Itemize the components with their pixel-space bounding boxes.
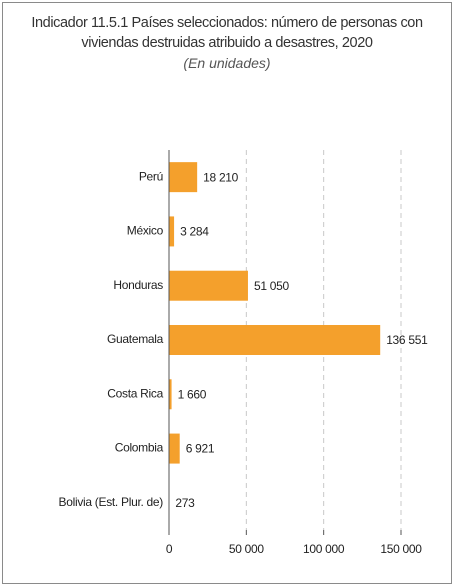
value-label: 6 921 [186,442,215,456]
y-tick-label: Honduras [113,278,163,292]
value-label: 18 210 [203,170,239,184]
chart-title: Indicador 11.5.1 Países seleccionados: n… [31,15,423,51]
x-tick-label: 0 [166,542,173,556]
value-label: 273 [175,496,195,510]
bar [169,270,248,301]
chart-frame: Indicador 11.5.1 Países seleccionados: n… [2,2,452,584]
y-tick-label: México [127,224,164,238]
y-tick-label: Colombia [115,441,164,455]
y-tick-label: Bolivia (Est. Plur. de) [59,495,164,509]
value-label: 136 551 [386,333,428,347]
x-tick-label: 150 000 [380,542,422,556]
x-tick-label: 50 000 [229,542,265,556]
value-label: 3 284 [180,225,209,239]
x-tick-label: 100 000 [303,542,345,556]
y-tick-label: Perú [139,169,163,183]
bar [169,216,175,247]
y-tick-label: Costa Rica [107,386,163,400]
value-label: 51 050 [254,279,290,293]
value-label: 1 660 [178,387,207,401]
chart-subtitle: (En unidades) [183,55,271,71]
chart: 0 50 000 100 000 150 000 Perú 18 210 México 3 2… [59,150,428,556]
y-tick-label: Guatemala [107,332,164,346]
bar [169,325,381,355]
bar [169,162,198,193]
bar [169,433,180,464]
bar [169,379,172,410]
